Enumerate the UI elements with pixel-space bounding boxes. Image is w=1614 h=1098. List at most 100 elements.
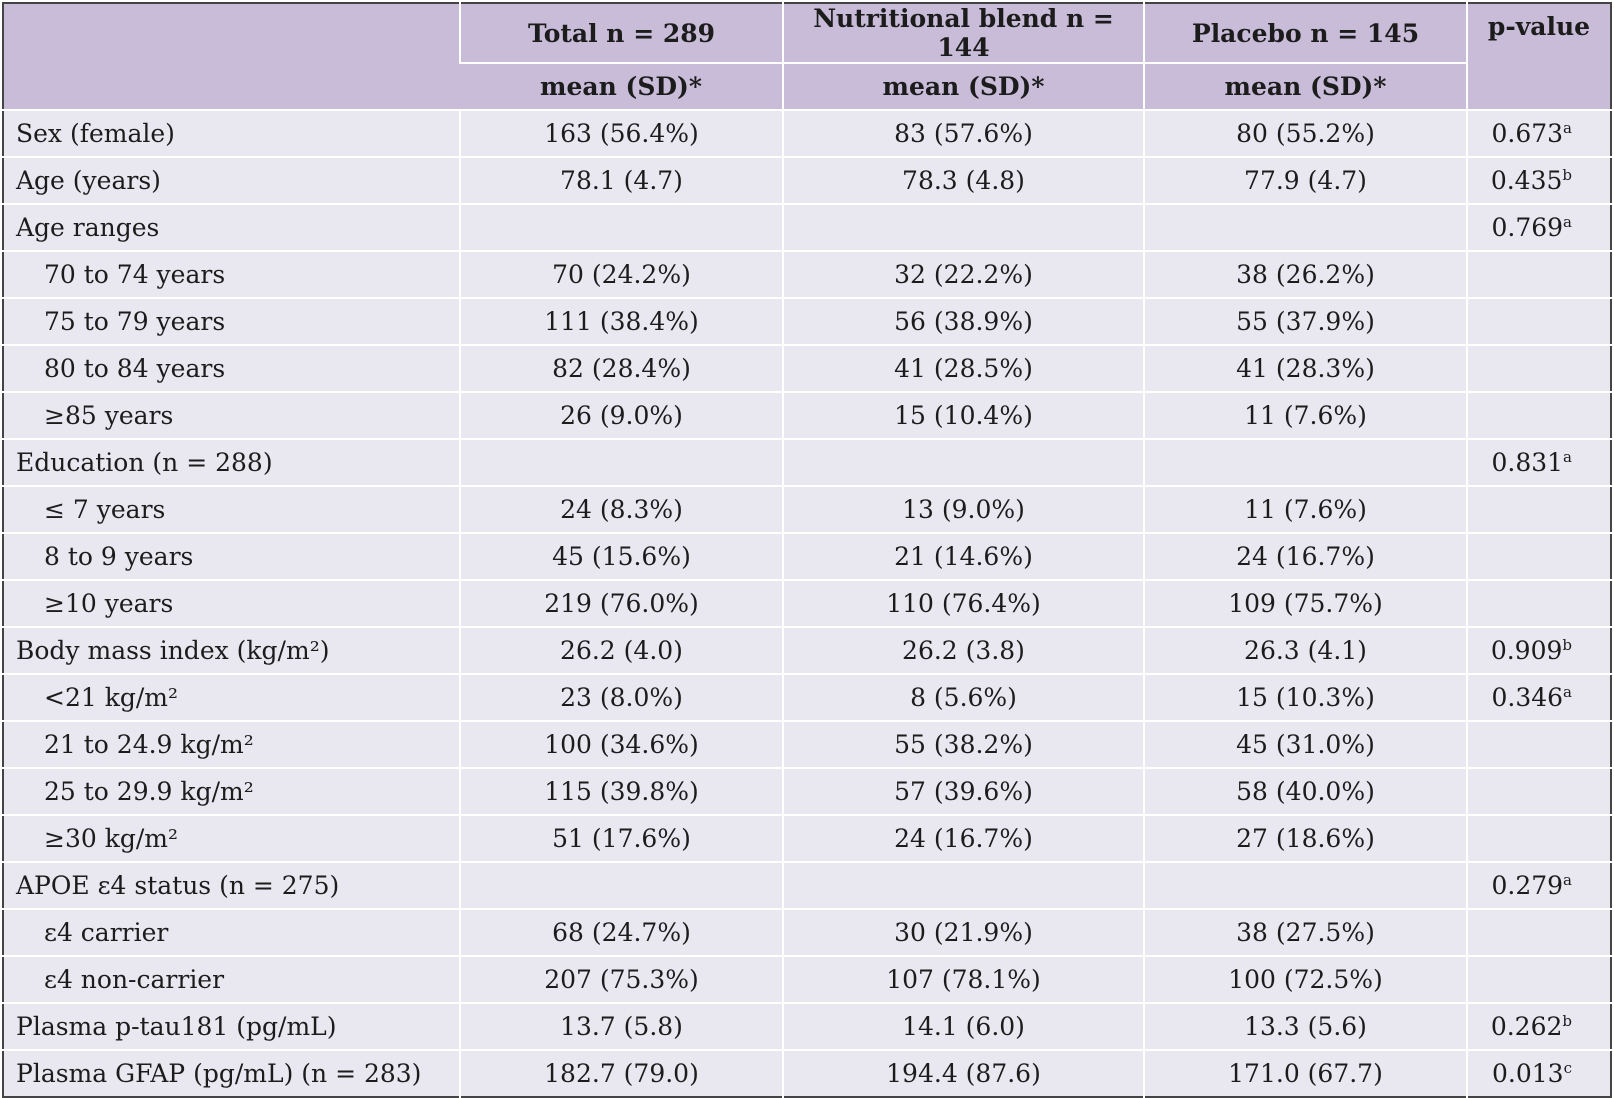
subheader-row: mean (SD)* mean (SD)* mean (SD)*	[3, 63, 1611, 111]
nutritional-blend-cell	[782, 203, 1144, 251]
total-cell: 207 (75.3%)	[459, 955, 783, 1003]
p-value: 0.769	[1491, 213, 1564, 242]
placebo-cell: 11 (7.6%)	[1143, 391, 1467, 439]
total-cell	[459, 438, 783, 486]
nutritional-blend-cell: 110 (76.4%)	[782, 579, 1144, 627]
placebo-cell: 24 (16.7%)	[1143, 532, 1467, 580]
nutritional-blend-cell: 41 (28.5%)	[782, 344, 1144, 392]
row-label: 80 to 84 years	[3, 344, 460, 392]
p-value-cell	[1466, 391, 1611, 439]
table-header: Total n = 289 Nutritional blend n = 144 …	[3, 3, 1611, 111]
p-value: 0.909	[1490, 636, 1563, 665]
table-row: APOE ε4 status (n = 275) 0.279a	[3, 861, 1611, 909]
total-cell: 26 (9.0%)	[459, 391, 783, 439]
placebo-cell: 38 (27.5%)	[1143, 908, 1467, 956]
placebo-cell: 109 (75.7%)	[1143, 579, 1467, 627]
row-label: ≥85 years	[3, 391, 460, 439]
p-value-cell: 0.013c	[1466, 1049, 1611, 1097]
header-row: Total n = 289 Nutritional blend n = 144 …	[3, 3, 1611, 111]
row-label: 25 to 29.9 kg/m²	[3, 767, 460, 815]
p-value: 0.013	[1492, 1059, 1564, 1088]
placebo-cell: 55 (37.9%)	[1143, 297, 1467, 345]
placebo-cell: 58 (40.0%)	[1143, 767, 1467, 815]
total-cell: 70 (24.2%)	[459, 250, 783, 298]
row-label: 21 to 24.9 kg/m²	[3, 720, 460, 768]
nutritional-blend-cell: 30 (21.9%)	[782, 908, 1144, 956]
table-row: 70 to 74 years 70 (24.2%) 32 (22.2%) 38 (26…	[3, 250, 1611, 298]
p-value-cell: 0.435b	[1466, 156, 1611, 204]
nutritional-blend-cell: 55 (38.2%)	[782, 720, 1144, 768]
p-value-cell	[1466, 720, 1611, 768]
nutritional-blend-cell: 26.2 (3.8)	[782, 626, 1144, 674]
p-value: 0.673	[1491, 119, 1564, 148]
nutritional-blend-cell: 78.3 (4.8)	[782, 156, 1144, 204]
nutritional-blend-cell: 13 (9.0%)	[782, 485, 1144, 533]
p-value-cell	[1466, 814, 1611, 862]
p-value-test-marker: a	[1563, 683, 1572, 701]
total-cell: 45 (15.6%)	[459, 532, 783, 580]
p-value-cell	[1466, 485, 1611, 533]
row-label: Plasma GFAP (pg/mL) (n = 283)	[3, 1049, 460, 1097]
p-value-cell: 0.909b	[1466, 626, 1611, 674]
nutritional-blend-cell: 194.4 (87.6)	[782, 1049, 1144, 1097]
table-row: ≥85 years 26 (9.0%) 15 (10.4%) 11 (7.6%)	[3, 391, 1611, 439]
table-row: Plasma p-tau181 (pg/mL) 13.7 (5.8) 14.1 (6…	[3, 1002, 1611, 1050]
placebo-cell: 38 (26.2%)	[1143, 250, 1467, 298]
p-value-test-marker: b	[1562, 1012, 1572, 1030]
placebo-cell: 15 (10.3%)	[1143, 673, 1467, 721]
placebo-cell	[1143, 861, 1467, 909]
total-cell: 68 (24.7%)	[459, 908, 783, 956]
table-row: Body mass index (kg/m²) 26.2 (4.0) 26.2 (3…	[3, 626, 1611, 674]
header-total: Total n = 289	[459, 3, 783, 64]
table-row: Age (years) 78.1 (4.7) 78.3 (4.8) 77.9 (4.7…	[3, 156, 1611, 204]
table-row: ε4 carrier 68 (24.7%) 30 (21.9%) 38 (27.5%)	[3, 908, 1611, 956]
subheader-placebo: mean (SD)*	[1143, 63, 1467, 111]
row-label: ε4 carrier	[3, 908, 460, 956]
table-row: <21 kg/m² 23 (8.0%) 8 (5.6%) 15 (10.3%) 0.34…	[3, 673, 1611, 721]
p-value-test-marker: a	[1563, 871, 1572, 889]
table-row: 75 to 79 years 111 (38.4%) 56 (38.9%) 55 (3…	[3, 297, 1611, 345]
nutritional-blend-cell: 57 (39.6%)	[782, 767, 1144, 815]
row-label: Plasma p-tau181 (pg/mL)	[3, 1002, 460, 1050]
nutritional-blend-cell	[782, 861, 1144, 909]
nutritional-blend-cell: 32 (22.2%)	[782, 250, 1144, 298]
table-row: Age ranges 0.769a	[3, 203, 1611, 251]
p-value-cell	[1466, 579, 1611, 627]
subheader-nutritional-blend: mean (SD)*	[782, 63, 1144, 111]
total-cell: 26.2 (4.0)	[459, 626, 783, 674]
total-cell: 51 (17.6%)	[459, 814, 783, 862]
p-value-cell	[1466, 250, 1611, 298]
row-label: Age (years)	[3, 156, 460, 204]
p-value-cell	[1466, 767, 1611, 815]
p-value: 0.435	[1490, 166, 1563, 195]
p-value-test-marker: a	[1563, 213, 1572, 231]
p-value-test-marker: b	[1562, 636, 1572, 654]
total-cell: 219 (76.0%)	[459, 579, 783, 627]
p-value-cell: 0.346a	[1466, 673, 1611, 721]
p-value: 0.279	[1491, 871, 1564, 900]
header-placebo: Placebo n = 145	[1143, 3, 1467, 64]
row-label: APOE ε4 status (n = 275)	[3, 861, 460, 909]
table-row: 21 to 24.9 kg/m² 100 (34.6%) 55 (38.2%) 45 …	[3, 720, 1611, 768]
p-value-cell: 0.769a	[1466, 203, 1611, 251]
table-row: 80 to 84 years 82 (28.4%) 41 (28.5%) 41 (28…	[3, 344, 1611, 392]
p-value-cell	[1466, 297, 1611, 345]
placebo-cell	[1143, 203, 1467, 251]
placebo-cell: 11 (7.6%)	[1143, 485, 1467, 533]
table-row: Sex (female) 163 (56.4%) 83 (57.6%) 80 (55.…	[3, 109, 1611, 157]
nutritional-blend-cell: 56 (38.9%)	[782, 297, 1144, 345]
row-label: ε4 non-carrier	[3, 955, 460, 1003]
placebo-cell: 27 (18.6%)	[1143, 814, 1467, 862]
placebo-cell: 13.3 (5.6)	[1143, 1002, 1467, 1050]
row-label: <21 kg/m²	[3, 673, 460, 721]
table-row: 25 to 29.9 kg/m² 115 (39.8%) 57 (39.6%) 58 …	[3, 767, 1611, 815]
placebo-cell: 26.3 (4.1)	[1143, 626, 1467, 674]
p-value: 0.831	[1491, 448, 1564, 477]
p-value-cell	[1466, 955, 1611, 1003]
total-cell: 24 (8.3%)	[459, 485, 783, 533]
p-value-cell: 0.831a	[1466, 438, 1611, 486]
total-cell	[459, 861, 783, 909]
row-label: 70 to 74 years	[3, 250, 460, 298]
nutritional-blend-cell: 24 (16.7%)	[782, 814, 1144, 862]
table-row: ≤ 7 years 24 (8.3%) 13 (9.0%) 11 (7.6%)	[3, 485, 1611, 533]
